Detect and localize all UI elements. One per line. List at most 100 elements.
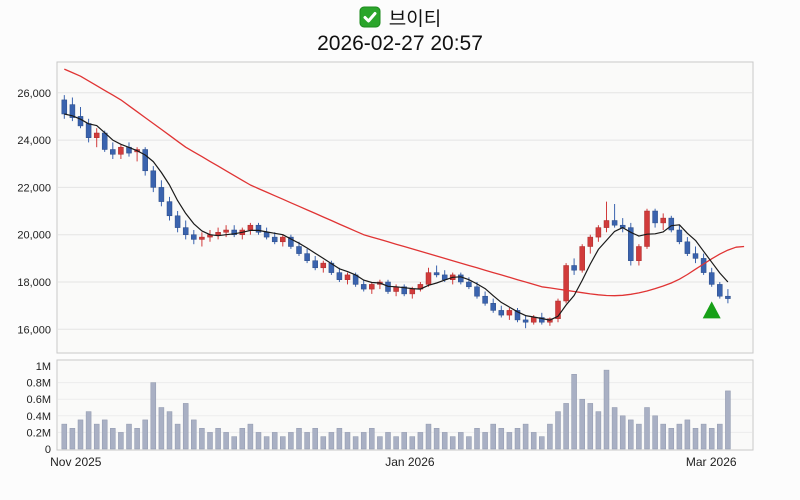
volume-bar: [514, 428, 521, 450]
volume-bar: [142, 419, 148, 450]
candlestick: [231, 225, 237, 238]
x-axis-label: Mar 2026: [686, 455, 737, 469]
candlestick: [271, 232, 278, 245]
volume-bar: [498, 428, 505, 450]
candlestick: [174, 211, 181, 233]
ma-short-line: [64, 113, 729, 321]
volume-bar: [619, 415, 626, 450]
volume-bar: [425, 423, 432, 450]
volume-bar: [320, 436, 327, 450]
volume-bar: [126, 423, 132, 450]
volume-tick-label: 0.6M: [27, 394, 51, 406]
volume-tick-label: 0.8M: [27, 378, 51, 390]
candlestick: [522, 315, 529, 329]
volume-bar: [182, 403, 189, 450]
volume-bar: [717, 423, 723, 450]
volume-bar: [150, 382, 157, 450]
volume-bar: [280, 436, 286, 450]
title-line: 브이티: [0, 4, 800, 30]
volume-bar: [93, 423, 100, 450]
candlestick: [69, 97, 76, 122]
volume-bar: [466, 436, 472, 450]
volume-bar: [174, 423, 181, 450]
volume-bar: [247, 423, 254, 450]
candlestick: [158, 180, 165, 207]
candlestick: [611, 204, 618, 228]
volume-bar: [555, 411, 561, 450]
candlestick: [191, 230, 197, 245]
candlestick: [628, 222, 634, 266]
volume-bar: [506, 432, 513, 450]
candlestick: [425, 267, 432, 287]
volume-bar: [530, 432, 537, 450]
price-tick-label: 22,000: [17, 182, 51, 194]
volume-bar: [110, 428, 116, 450]
volume-bar: [409, 436, 416, 450]
volume-bar: [401, 432, 407, 450]
volume-bar: [312, 428, 318, 450]
candlestick: [603, 201, 610, 233]
candlestick: [320, 260, 327, 273]
volume-bar: [369, 428, 375, 450]
volume-bar: [539, 436, 545, 450]
candlestick: [312, 256, 318, 271]
volume-bar: [328, 432, 335, 450]
candlestick: [514, 308, 521, 323]
candlestick: [482, 291, 488, 306]
volume-bar: [360, 432, 367, 450]
buy-signal-marker: [702, 301, 721, 319]
volume-bar: [352, 436, 359, 450]
volume-bar: [628, 419, 634, 450]
price-panel: [56, 61, 754, 354]
candlestick: [571, 258, 577, 275]
candlestick: [498, 305, 505, 318]
price-tick-label: 24,000: [17, 135, 51, 147]
ma-long-line: [64, 68, 745, 297]
price-tick-label: 20,000: [17, 230, 51, 242]
volume-bar: [69, 428, 76, 450]
volume-bar: [458, 432, 464, 450]
candlestick: [692, 246, 699, 264]
candlestick: [110, 142, 116, 159]
candlestick: [433, 265, 440, 278]
volume-tick-label: 0.2M: [27, 427, 51, 439]
candlestick: [401, 284, 407, 297]
volume-bar: [474, 428, 480, 450]
volume-tick-label: 0: [45, 444, 51, 456]
volume-bar: [644, 407, 650, 450]
volume-bar: [417, 432, 424, 450]
candlestick: [587, 234, 594, 254]
volume-bar: [571, 374, 577, 450]
candlestick: [652, 208, 658, 228]
volume-bar: [271, 432, 278, 450]
candlestick: [636, 244, 642, 266]
volume-bar: [441, 432, 448, 450]
volume-bar: [296, 428, 302, 450]
volume-bar: [377, 436, 383, 450]
volume-bar: [134, 428, 140, 450]
volume-bars-group: [61, 369, 731, 450]
volume-tick-label: 0.4M: [27, 411, 51, 423]
candlestick: [684, 237, 691, 256]
volume-bar: [118, 432, 124, 450]
candlestick: [668, 215, 675, 233]
volume-bar: [288, 432, 294, 450]
volume-bar: [708, 428, 715, 450]
checked-checkbox-icon[interactable]: [359, 6, 381, 28]
volume-bar: [231, 436, 237, 450]
candlestick: [344, 272, 351, 285]
price-tick-label: 26,000: [17, 88, 51, 100]
volume-bar: [255, 432, 262, 450]
volume-bar: [684, 419, 691, 450]
candlestick: [506, 308, 513, 320]
candlestick: [644, 208, 650, 249]
volume-bar: [85, 411, 92, 450]
candlestick: [336, 267, 343, 282]
volume-bar: [191, 419, 197, 450]
volume-bar: [579, 398, 585, 450]
volume-bar: [668, 428, 675, 450]
volume-bar: [77, 419, 84, 450]
volume-bar: [587, 403, 594, 450]
candlestick: [474, 282, 480, 299]
